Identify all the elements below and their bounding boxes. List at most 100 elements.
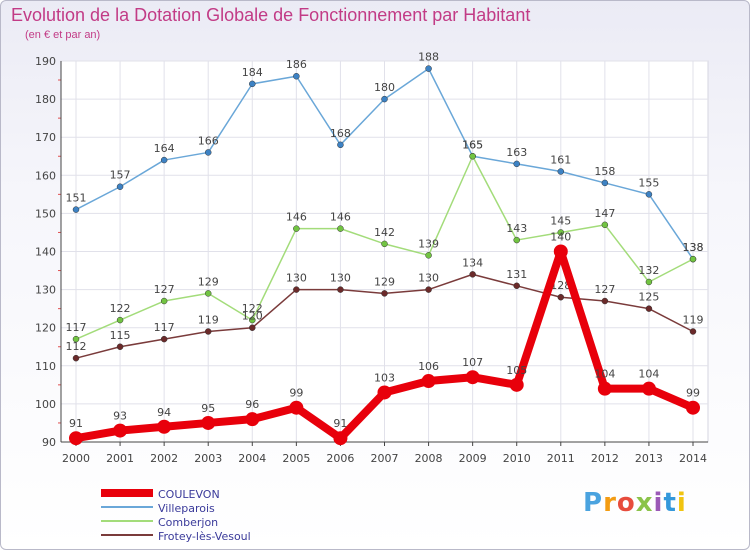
x-tick-label: 2004 [238, 452, 266, 465]
data-point [69, 431, 83, 446]
data-label: 122 [110, 302, 131, 315]
data-label: 147 [594, 207, 615, 220]
data-label: 184 [242, 66, 263, 79]
data-label: 125 [638, 291, 659, 304]
data-point [645, 305, 653, 312]
data-label: 145 [550, 214, 571, 227]
data-point [425, 286, 432, 293]
data-point [641, 381, 656, 396]
data-point [557, 229, 565, 236]
data-label: 130 [330, 272, 351, 285]
data-point [377, 385, 392, 400]
data-point [249, 324, 256, 331]
data-label: 105 [506, 364, 527, 377]
y-tick-label: 90 [42, 436, 56, 449]
logo-letter: o [616, 488, 636, 518]
data-point [425, 65, 432, 72]
y-tick-label: 190 [35, 55, 56, 68]
data-point [293, 225, 300, 232]
data-label: 163 [506, 146, 527, 159]
data-label: 139 [418, 237, 439, 250]
data-label: 151 [66, 192, 87, 205]
data-point [381, 240, 388, 248]
logo-letter: i [653, 488, 664, 518]
grid [60, 60, 709, 443]
logo-letter: x [635, 488, 654, 518]
data-label: 132 [638, 264, 659, 277]
x-tick-label: 2009 [459, 452, 487, 465]
data-point [509, 377, 524, 392]
data-label: 127 [594, 283, 615, 296]
data-point [465, 370, 480, 385]
data-point [116, 343, 124, 350]
data-point [337, 286, 344, 293]
data-label: 157 [110, 169, 131, 182]
proxiti-logo[interactable]: Proxiti [583, 488, 687, 518]
data-label: 130 [418, 272, 439, 285]
chart-title: Evolution de la Dotation Globale de Fonc… [11, 5, 531, 25]
data-point [601, 297, 609, 305]
data-label: 122 [242, 302, 263, 315]
data-label: 115 [110, 329, 131, 342]
data-point [337, 141, 344, 149]
logo-letter: P [583, 488, 604, 518]
y-tick-label: 130 [35, 284, 56, 297]
logo-letter: i [676, 488, 687, 518]
data-label: 128 [550, 279, 571, 292]
data-point [333, 431, 348, 446]
data-point [557, 168, 565, 175]
legend-label: Villeparois [158, 502, 215, 515]
data-label: 168 [330, 127, 351, 140]
data-point [72, 354, 80, 362]
data-point [204, 328, 212, 335]
x-tick-label: 2007 [371, 452, 399, 465]
x-tick-label: 2001 [106, 452, 134, 465]
data-label: 95 [201, 402, 215, 415]
data-label: 129 [198, 275, 219, 288]
legend-label: Comberjon [158, 516, 218, 529]
data-point [686, 400, 700, 415]
data-point [645, 191, 653, 198]
data-point [513, 160, 520, 168]
legend-label: COULEVON [158, 488, 220, 501]
data-label: 158 [594, 165, 615, 178]
x-tick-label: 2008 [415, 452, 443, 465]
series-comberjon: 117 122 127 129 122 146 146 142 139 165 143 145 147 1… [66, 138, 704, 343]
data-label: 146 [330, 211, 351, 224]
series-lines: 1511571641661841861681801881651631611581… [66, 51, 704, 446]
data-label: 104 [638, 368, 659, 381]
data-point [204, 290, 212, 297]
y-tick-label: 180 [35, 93, 56, 106]
data-point [645, 278, 653, 286]
data-point [245, 412, 260, 427]
data-point [469, 153, 476, 160]
x-tick-label: 2006 [326, 452, 354, 465]
data-point [116, 183, 124, 190]
data-label: 103 [374, 371, 395, 384]
x-tick-label: 2003 [194, 452, 222, 465]
data-label: 117 [154, 321, 175, 334]
data-point [160, 335, 168, 343]
data-label: 165 [462, 138, 483, 151]
data-point [601, 221, 609, 229]
data-point [689, 255, 697, 263]
y-tick-label: 100 [35, 398, 56, 411]
y-tick-label: 170 [35, 131, 56, 144]
data-label: 117 [66, 321, 87, 334]
data-label: 146 [286, 211, 307, 224]
data-label: 106 [418, 360, 439, 373]
y-tick-label: 160 [35, 169, 56, 182]
y-tick-label: 120 [35, 322, 56, 335]
data-label: 165 [462, 138, 483, 151]
data-label: 94 [157, 406, 171, 419]
x-tick-label: 2002 [150, 452, 178, 465]
x-tick-label: 2010 [503, 452, 531, 465]
data-label: 134 [462, 256, 483, 269]
data-point [249, 80, 256, 88]
data-label: 166 [198, 134, 219, 147]
data-point [553, 244, 568, 259]
data-label: 188 [418, 51, 439, 64]
data-point [513, 236, 520, 244]
x-tick-label: 2011 [547, 452, 575, 465]
